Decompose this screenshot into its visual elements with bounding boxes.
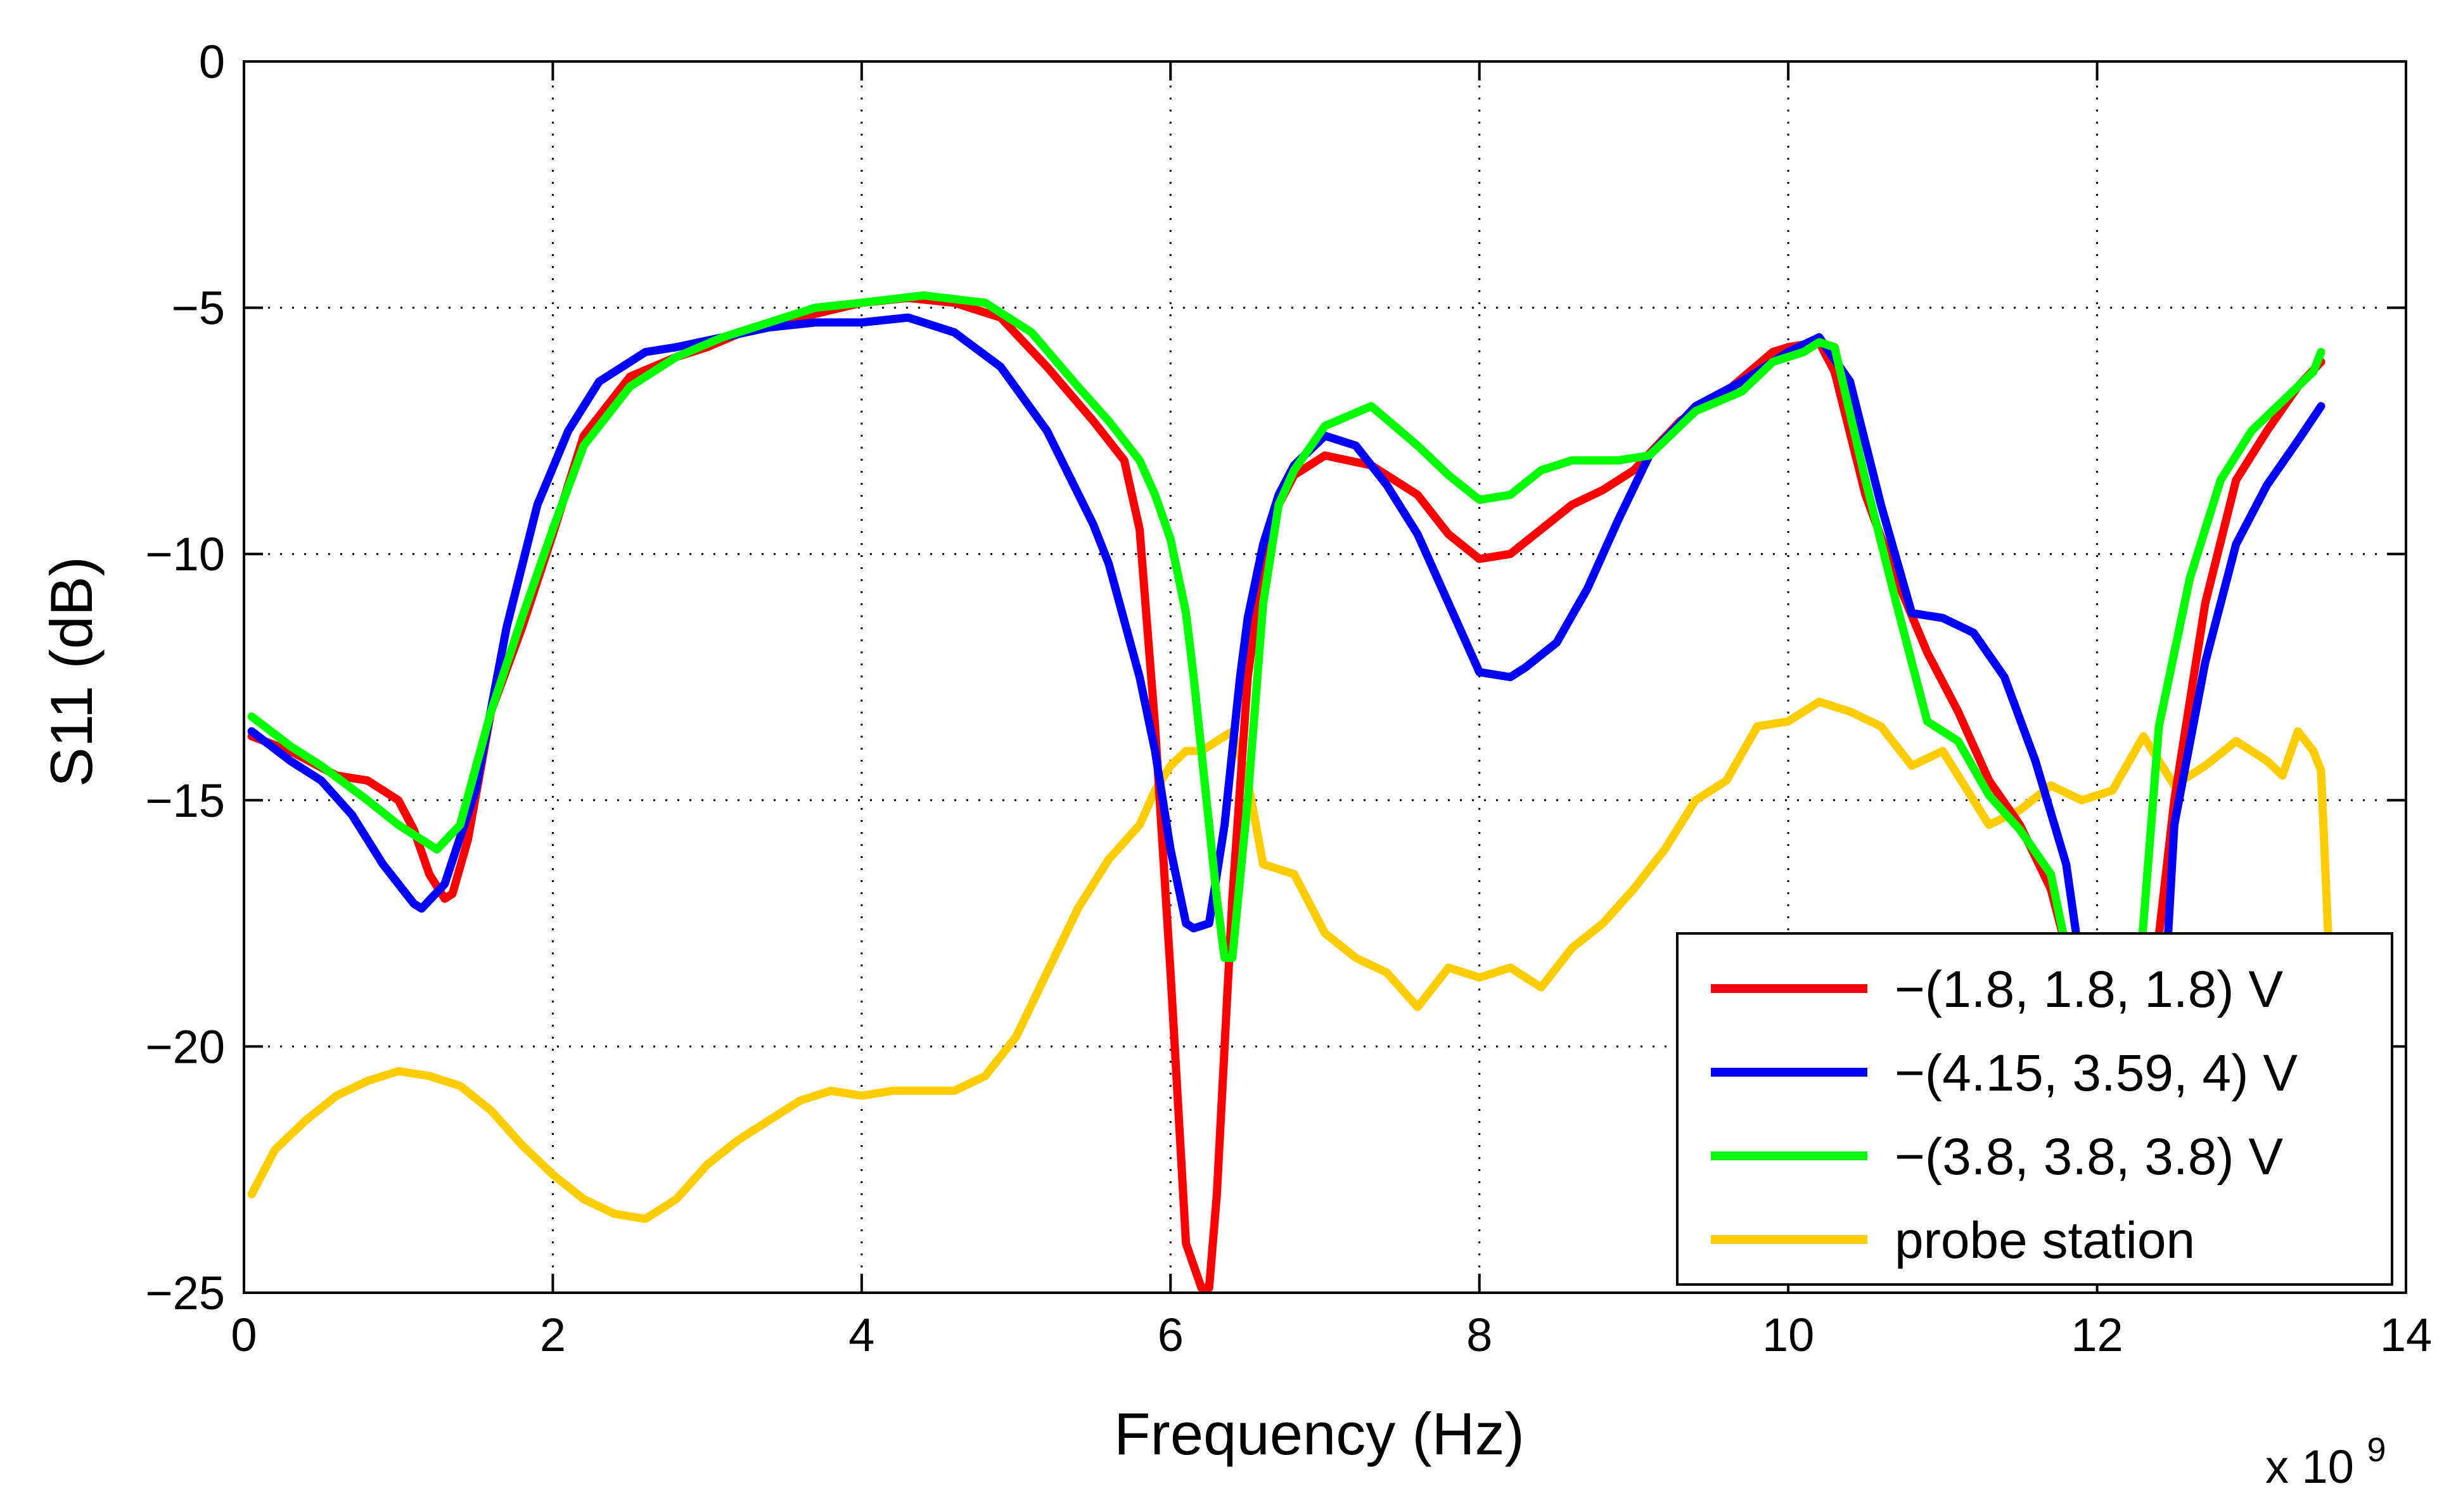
y-tick-label: −10 [145,528,225,580]
x-exponent-base: x 10 [2265,1440,2354,1493]
legend-label: probe station [1895,1212,2195,1269]
x-tick-label: 0 [231,1309,257,1361]
x-tick-label: 10 [1762,1309,1814,1361]
grid-lines [244,61,2406,1293]
y-tick-label: −20 [145,1020,225,1073]
x-exponent-power: 9 [2367,1431,2386,1469]
legend-label: −(1.8, 1.8, 1.8) V [1895,961,2283,1018]
x-tick-label: 2 [540,1309,566,1361]
plot-frame [243,60,2407,1294]
x-tick-label: 6 [1158,1309,1184,1361]
y-tick-label: −5 [172,282,225,335]
series-line-probe-station [247,697,2333,1223]
y-tick-label: 0 [199,35,225,88]
x-tick-label: 14 [2380,1309,2432,1361]
y-tick-label: −15 [145,774,225,827]
legend-label: −(4.15, 3.59, 4) V [1895,1044,2298,1102]
x-exponent-label: x 10 9 [2265,1431,2386,1493]
y-axis-label: S11 (dB) [38,556,105,787]
x-tick-label: 12 [2071,1309,2123,1361]
x-tick-label: 4 [848,1309,874,1361]
x-axis-label: Frequency (Hz) [1114,1400,1525,1467]
legend: −(1.8, 1.8, 1.8) V −(4.15, 3.59, 4) V −(3.… [1676,932,2393,1286]
x-tick-label: 8 [1466,1309,1492,1361]
series-line-4-15-3-59-4-v [247,313,2325,1174]
y-tick-label: −25 [145,1267,225,1319]
axis-ticks: 0 2 4 6 8 10 12 14 0 −5 −10 −15 −20 −25 [145,35,2432,1361]
legend-label: −(3.8, 3.8, 3.8) V [1895,1128,2283,1186]
